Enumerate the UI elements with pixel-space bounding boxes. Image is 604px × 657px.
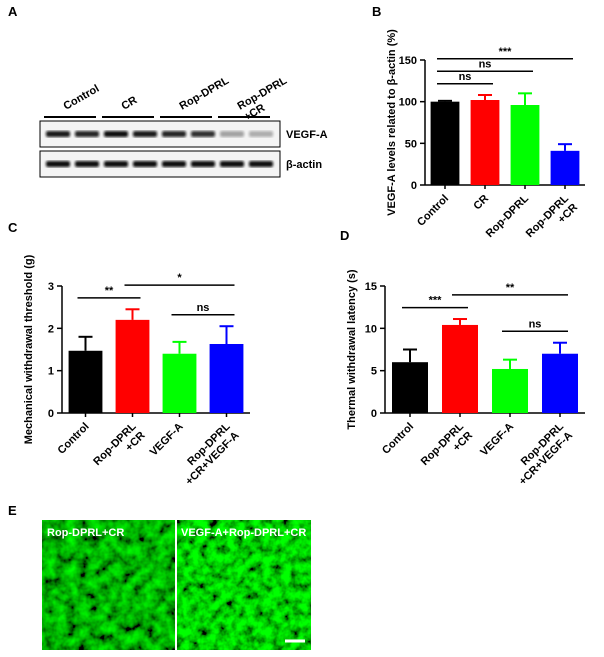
bar [510,105,540,185]
panel-label: C [8,220,18,235]
y-axis-label: Mechanical withdrawal threshold (g) [23,254,35,444]
panel-label: D [340,228,349,243]
x-tick-label: Rop-DPRL+CR [419,420,476,477]
bar [442,324,478,413]
significance-label: ns [197,302,210,314]
x-tick-label: Control [415,193,451,229]
micrograph [177,520,311,650]
blot-band [162,131,186,137]
x-tick-label: Rop-DPRL+CR+VEGF-A [174,420,241,487]
bar [162,353,197,413]
significance-label: ns [529,318,542,330]
y-tick-label: 10 [365,323,377,335]
y-tick-label: 0 [411,180,417,192]
y-tick-label: 5 [371,366,377,378]
blot-band [46,161,70,167]
x-tick-label: Control [380,421,416,457]
x-tick-label: Rop-DPRL+CR+VEGF-A [508,420,575,487]
x-tick-label: Rop-DPRL+CR [524,192,581,249]
y-tick-label: 100 [399,97,417,109]
blot-band [75,161,99,167]
lane-label: Rop-DPRL [178,75,232,113]
blot-band [220,131,244,137]
blot-band [104,161,128,167]
x-tick-label: VEGF-A [478,421,516,459]
bar [542,353,578,413]
y-tick-label: 150 [399,55,417,67]
bar [115,319,150,413]
bar [550,150,580,185]
x-tick-label: VEGF-A [148,421,186,459]
significance-label: ** [506,282,515,294]
bar [470,100,500,185]
image-label: Rop-DPRL+CR [47,527,124,539]
x-tick-label: Rop-DPRL+CR [91,420,148,477]
micrograph [42,520,175,650]
significance-label: ns [479,58,492,70]
lane-label: CR [120,94,140,112]
significance-label: ** [105,285,114,297]
y-tick-label: 1 [48,366,54,378]
blot-band [220,161,244,167]
y-tick-label: 15 [365,281,377,293]
image-label: VEGF-A+Rop-DPRL+CR [181,527,306,539]
blot-band [249,161,273,167]
band-label: β-actin [286,159,322,171]
blot-band [162,161,186,167]
y-axis-label: Thermal withdrawal latency (s) [346,269,358,429]
bar [430,101,460,185]
significance-label: *** [499,46,513,58]
y-tick-label: 0 [371,408,377,420]
blot [46,131,273,167]
bar [492,368,528,413]
blot-band [133,131,157,137]
blot-band [133,161,157,167]
bar [209,343,244,413]
lane-label: Control [62,83,102,113]
blot-band [104,131,128,137]
y-tick-label: 50 [405,138,417,150]
blot-band [46,131,70,137]
x-tick-label: CR [471,193,491,213]
significance-label: * [177,272,182,284]
blot-band [191,131,215,137]
band-label: VEGF-A [286,129,328,141]
y-tick-label: 2 [48,323,54,335]
bar [68,350,103,413]
y-tick-label: 0 [48,408,54,420]
blot-band [191,161,215,167]
significance-label: ns [459,71,472,83]
bar [392,362,428,413]
panel-label: E [8,503,17,518]
y-axis-label: VEGF-A levels related to β-actin (%) [386,29,398,216]
blot-band [75,131,99,137]
panel-label: B [372,4,381,19]
y-tick-label: 3 [48,281,54,293]
significance-label: *** [429,295,443,307]
panel-label: A [8,4,18,19]
blot-band [249,131,273,137]
x-tick-label: Control [55,421,91,457]
